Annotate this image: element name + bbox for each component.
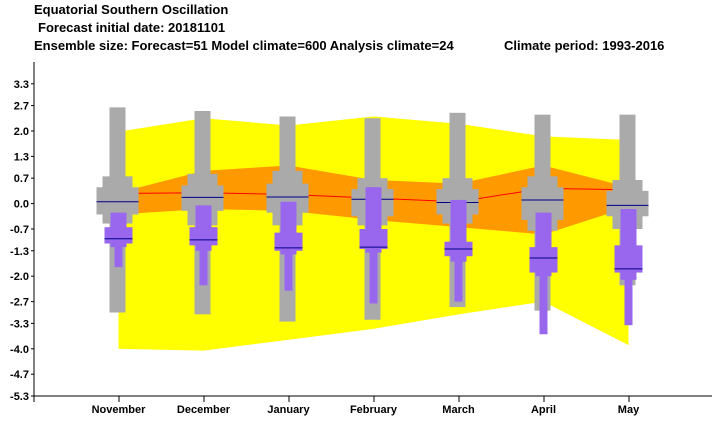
- x-tick-label: February: [350, 404, 398, 416]
- y-tick-label: 0.7: [14, 173, 29, 185]
- y-tick-label: -4.0: [10, 344, 29, 356]
- climate-box-0-inner-box: [96, 187, 139, 215]
- x-tick-label: March: [442, 404, 475, 416]
- y-tick-label: -0.7: [10, 224, 29, 236]
- chart-title: Equatorial Southern Oscillation: [34, 2, 229, 17]
- y-tick-label: 3.3: [14, 79, 29, 91]
- ensemble-size: Ensemble size: Forecast=51 Model climate…: [34, 38, 454, 53]
- x-tick-label: May: [618, 404, 640, 416]
- y-tick-label: 2.0: [14, 126, 29, 138]
- x-tick-label: November: [92, 404, 147, 416]
- y-tick-label: 1.3: [14, 151, 29, 163]
- y-tick-label: 0.0: [14, 199, 29, 211]
- forecast-box-1-inner-box: [189, 227, 218, 246]
- box-plots: [96, 107, 649, 335]
- y-tick-label: -2.7: [10, 297, 29, 309]
- forecast-box-3-inner-box: [359, 229, 388, 249]
- axes: 3.3 2.7 2.0 1.3 0.7 0.0 -0.7 -1.3 -2.0 -2.7 -3.3 -4…: [10, 62, 712, 416]
- y-tick-label: -3.3: [10, 318, 29, 330]
- climate-period: Climate period: 1993-2016: [504, 38, 665, 53]
- forecast-initial-date: Forecast initial date: 20181101: [38, 20, 226, 35]
- y-tick-label: -4.7: [10, 369, 29, 381]
- y-tick-label: -5.3: [10, 391, 29, 403]
- y-tick-label: -1.3: [10, 246, 29, 258]
- x-tick-label: April: [531, 404, 556, 416]
- forecast-box-6-inner-box: [614, 245, 643, 273]
- y-tick-label: -2.0: [10, 271, 29, 283]
- forecast-box-2-inner-box: [274, 232, 303, 251]
- forecast-box-0-inner-box: [104, 227, 133, 244]
- y-tick-label: 2.7: [14, 101, 29, 113]
- forecast-box-5-inner-box: [529, 247, 558, 273]
- x-tick-label: January: [267, 404, 310, 416]
- x-tick-label: December: [177, 404, 231, 416]
